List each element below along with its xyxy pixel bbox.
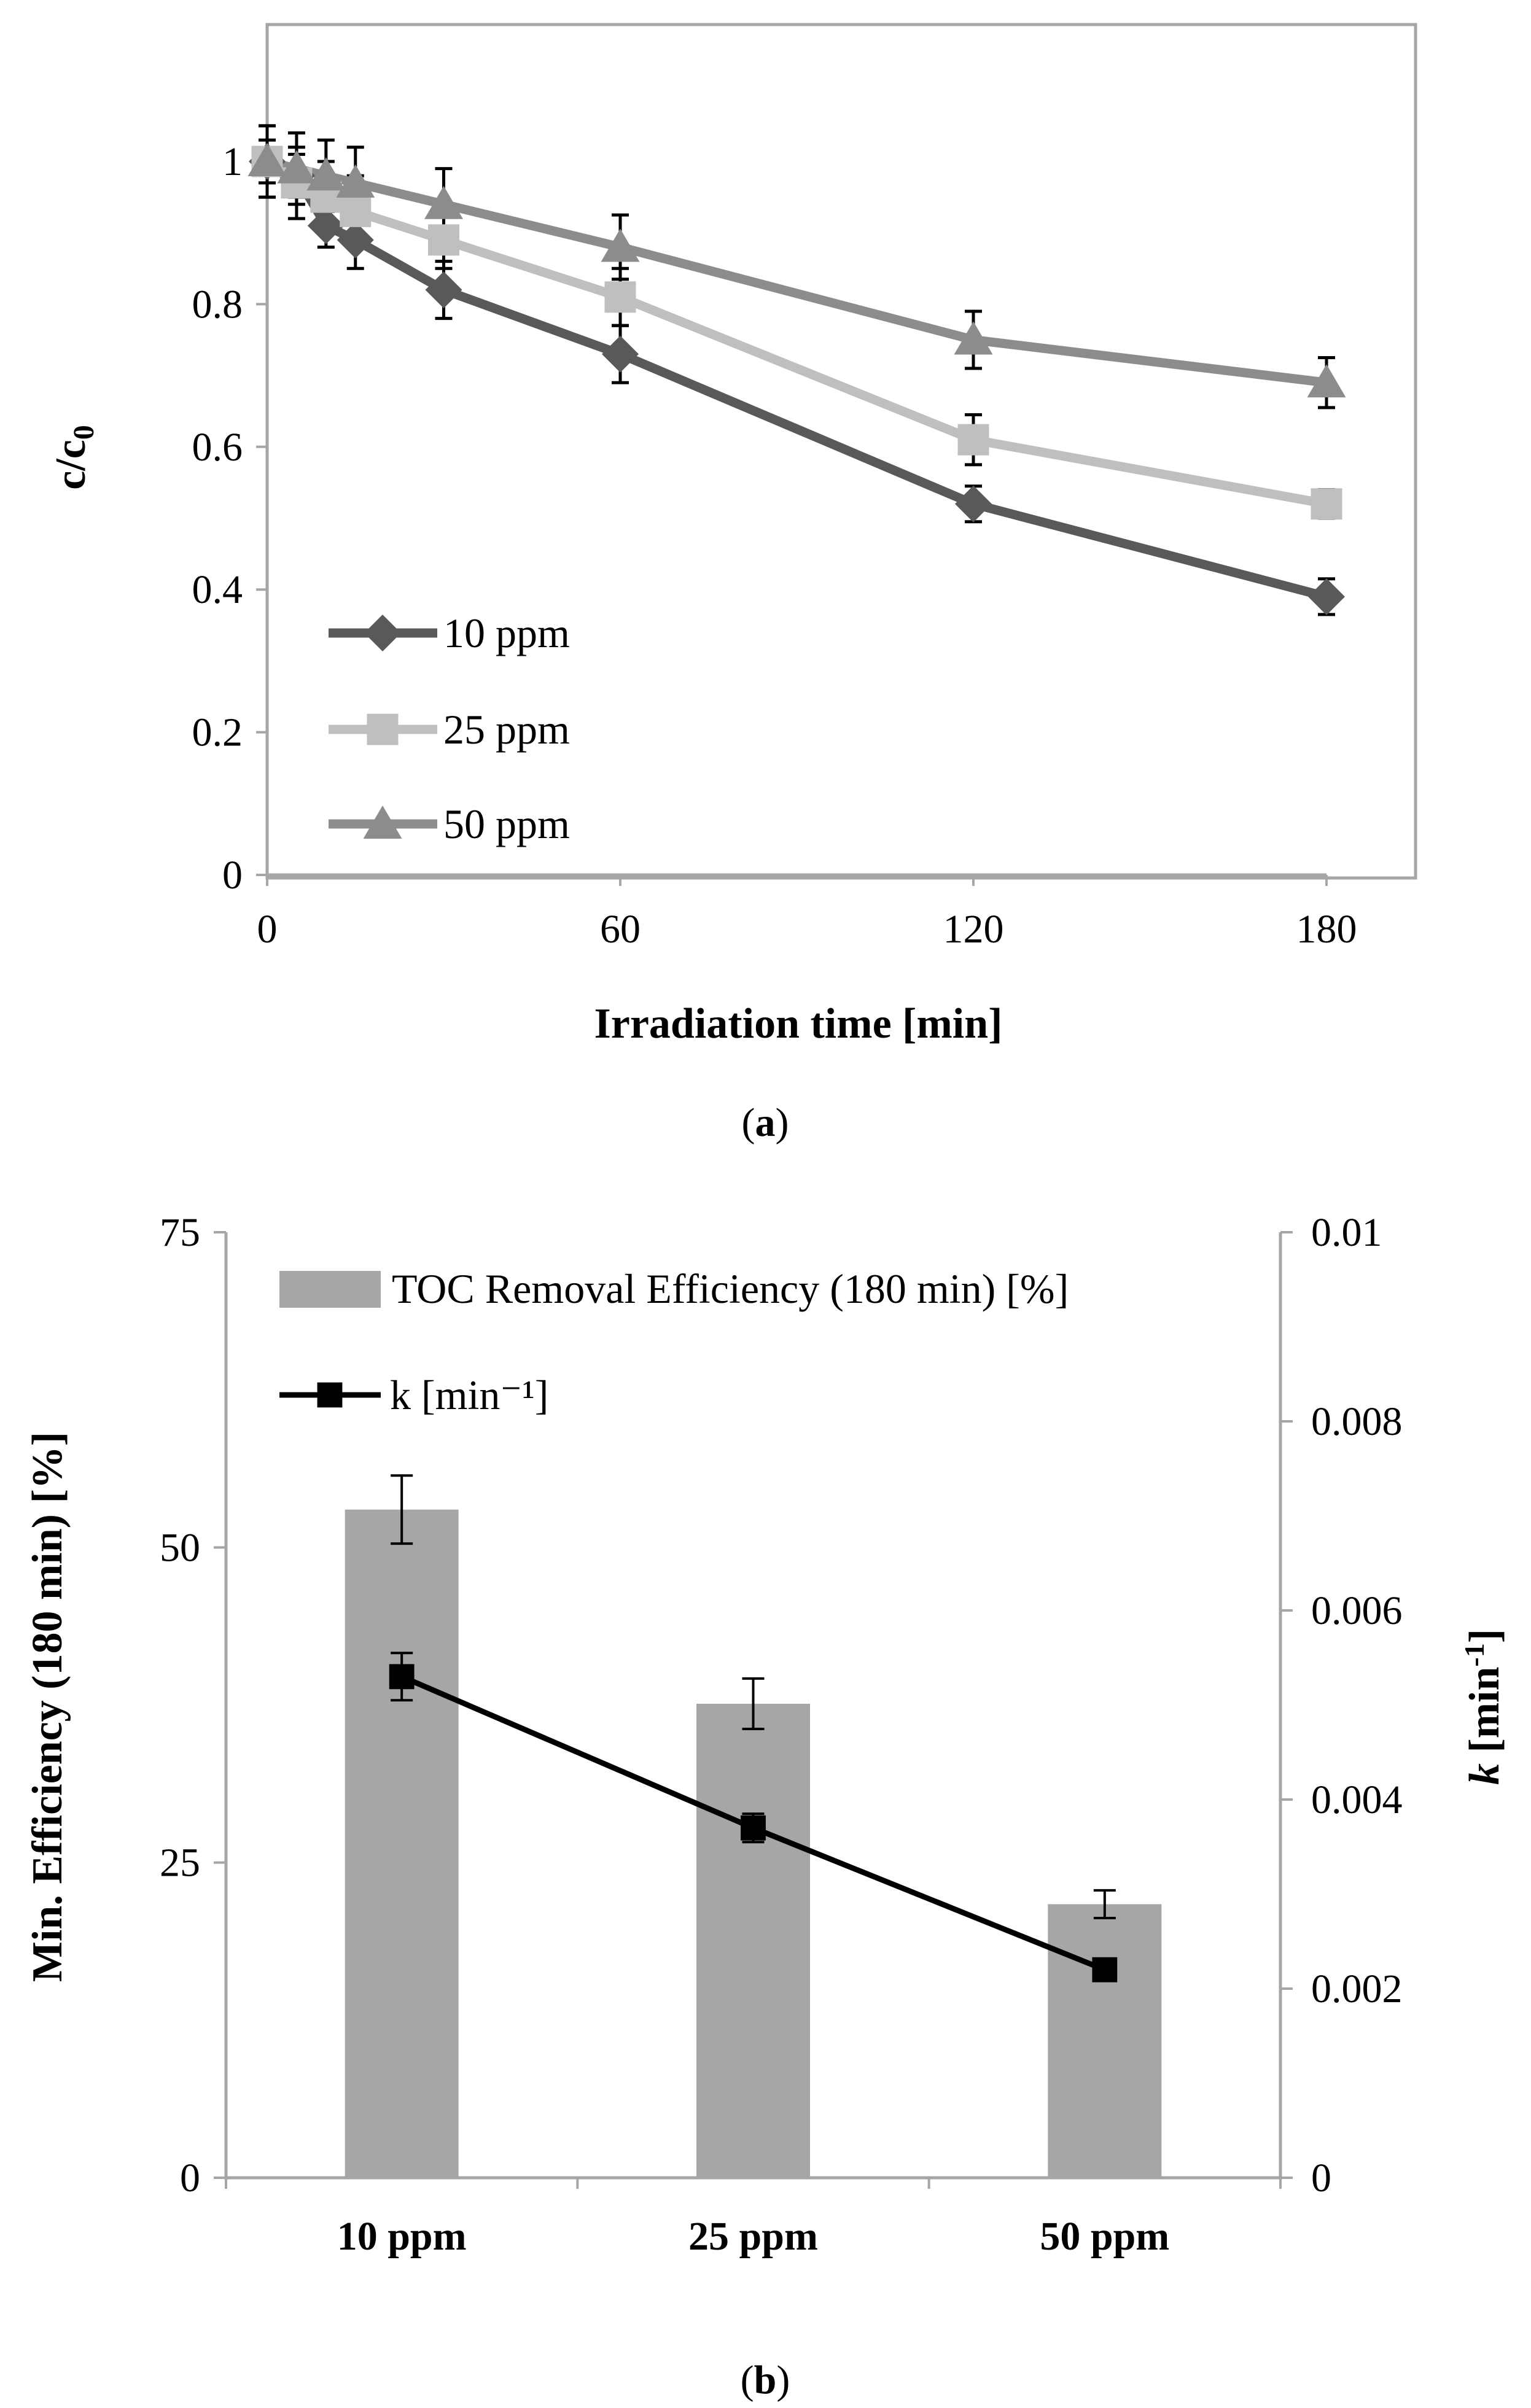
data-point	[1308, 578, 1345, 615]
y-tick-label: 75	[160, 1210, 200, 1255]
legend-marker	[367, 713, 399, 745]
k-data-point	[1092, 1957, 1118, 1983]
data-point	[425, 271, 462, 309]
legend-marker	[363, 806, 402, 839]
y2-tick-label: 0.002	[1311, 1967, 1403, 2011]
panel-a-x-axis-title: Irradiation time [min]	[594, 1000, 1003, 1047]
series-line-50-ppm	[266, 157, 1327, 387]
data-point	[336, 164, 375, 198]
panel-b-right-axis-title: k [min-1]	[1459, 1629, 1508, 1785]
data-point	[247, 143, 287, 176]
y2-tick-label: 0.006	[1311, 1588, 1403, 1633]
data-point	[340, 195, 372, 227]
data-point	[337, 221, 374, 258]
data-point	[602, 335, 639, 373]
data-point	[955, 485, 992, 522]
x-tick-label: 50 ppm	[1040, 2214, 1169, 2259]
legend-item: 50 ppm	[329, 801, 570, 847]
bar	[345, 1509, 459, 2178]
y-tick-label: 0.2	[192, 710, 243, 755]
legend-item: 10 ppm	[329, 610, 570, 656]
x-tick-label: 180	[1296, 907, 1357, 952]
data-point	[604, 281, 636, 313]
data-point	[424, 185, 463, 219]
legend-swatch	[279, 1271, 381, 1308]
panel-b-caption: (b)	[741, 2358, 790, 2402]
y2-tick-label: 0.004	[1311, 1777, 1403, 1822]
series-line-25-ppm	[264, 157, 1328, 509]
data-point	[1307, 364, 1346, 398]
k-data-point	[741, 1815, 766, 1841]
y-tick-label: 0.4	[192, 567, 243, 612]
data-point	[1311, 488, 1342, 520]
y2-tick-label: 0	[1311, 2156, 1331, 2200]
legend-marker	[364, 615, 401, 651]
y-tick-label: 1	[222, 139, 243, 184]
k-data-point	[389, 1664, 415, 1690]
x-tick-label: 0	[257, 907, 278, 952]
y-tick-label: 0.6	[192, 425, 243, 470]
y-tick-label: 50	[160, 1525, 200, 1570]
panel-b-legend: TOC Removal Efficiency (180 min) [%] k [m…	[279, 1265, 1069, 1418]
series-line-10-ppm	[265, 157, 1328, 602]
panel-a-caption: (a)	[742, 1100, 789, 1145]
bar-error-bar	[742, 1677, 765, 1731]
legend-label: TOC Removal Efficiency (180 min) [%]	[392, 1265, 1069, 1312]
bar-error-bar	[391, 1474, 413, 1545]
x-tick-label: 10 ppm	[337, 2214, 467, 2259]
data-point	[954, 321, 993, 355]
legend-item: 25 ppm	[329, 706, 570, 753]
bar-error-bar	[1093, 1889, 1116, 1920]
panel-a-line-chart: 0 0.2 0.4 0.6 0.8 1 0 60 120 180 10 ppm 25 ppm 50 …	[47, 23, 1417, 1145]
x-tick-label: 120	[943, 907, 1004, 952]
legend-item-k: k [min⁻¹]	[279, 1372, 548, 1418]
panel-a-y-axis-title: c/c0	[47, 425, 100, 490]
y-tick-label: 0	[222, 853, 243, 898]
legend-label: k [min⁻¹]	[390, 1372, 548, 1418]
data-point	[307, 207, 345, 244]
bar	[1048, 1904, 1162, 2178]
y-tick-label: 0.8	[192, 282, 243, 327]
y2-tick-label: 0.008	[1311, 1399, 1403, 1444]
data-point	[277, 150, 316, 184]
bar	[696, 1703, 810, 2178]
panel-a-legend: 10 ppm 25 ppm 50 ppm	[329, 610, 570, 847]
legend-label: 10 ppm	[443, 610, 570, 656]
panel-b-left-axis-title: Min. Efficiency (180 min) [%]	[24, 1432, 71, 1982]
x-tick-label: 60	[600, 907, 641, 952]
x-tick-label: 25 ppm	[688, 2214, 818, 2259]
y-tick-label: 0	[180, 2156, 200, 2200]
y-tick-label: 25	[160, 1841, 200, 1886]
legend-item-bars: TOC Removal Efficiency (180 min) [%]	[279, 1265, 1069, 1312]
legend-marker	[317, 1382, 343, 1408]
data-point	[601, 228, 640, 262]
y2-tick-label: 0.01	[1311, 1210, 1382, 1255]
data-point	[306, 157, 346, 191]
data-point	[428, 224, 459, 256]
legend-label: 50 ppm	[443, 801, 570, 847]
legend-label: 25 ppm	[443, 706, 570, 753]
panel-b-bar-line-chart: 0 25 50 75 0 0.002 0.004 0.006 0.008 0.01 10 ppm…	[24, 1210, 1508, 2402]
data-point	[957, 424, 989, 456]
